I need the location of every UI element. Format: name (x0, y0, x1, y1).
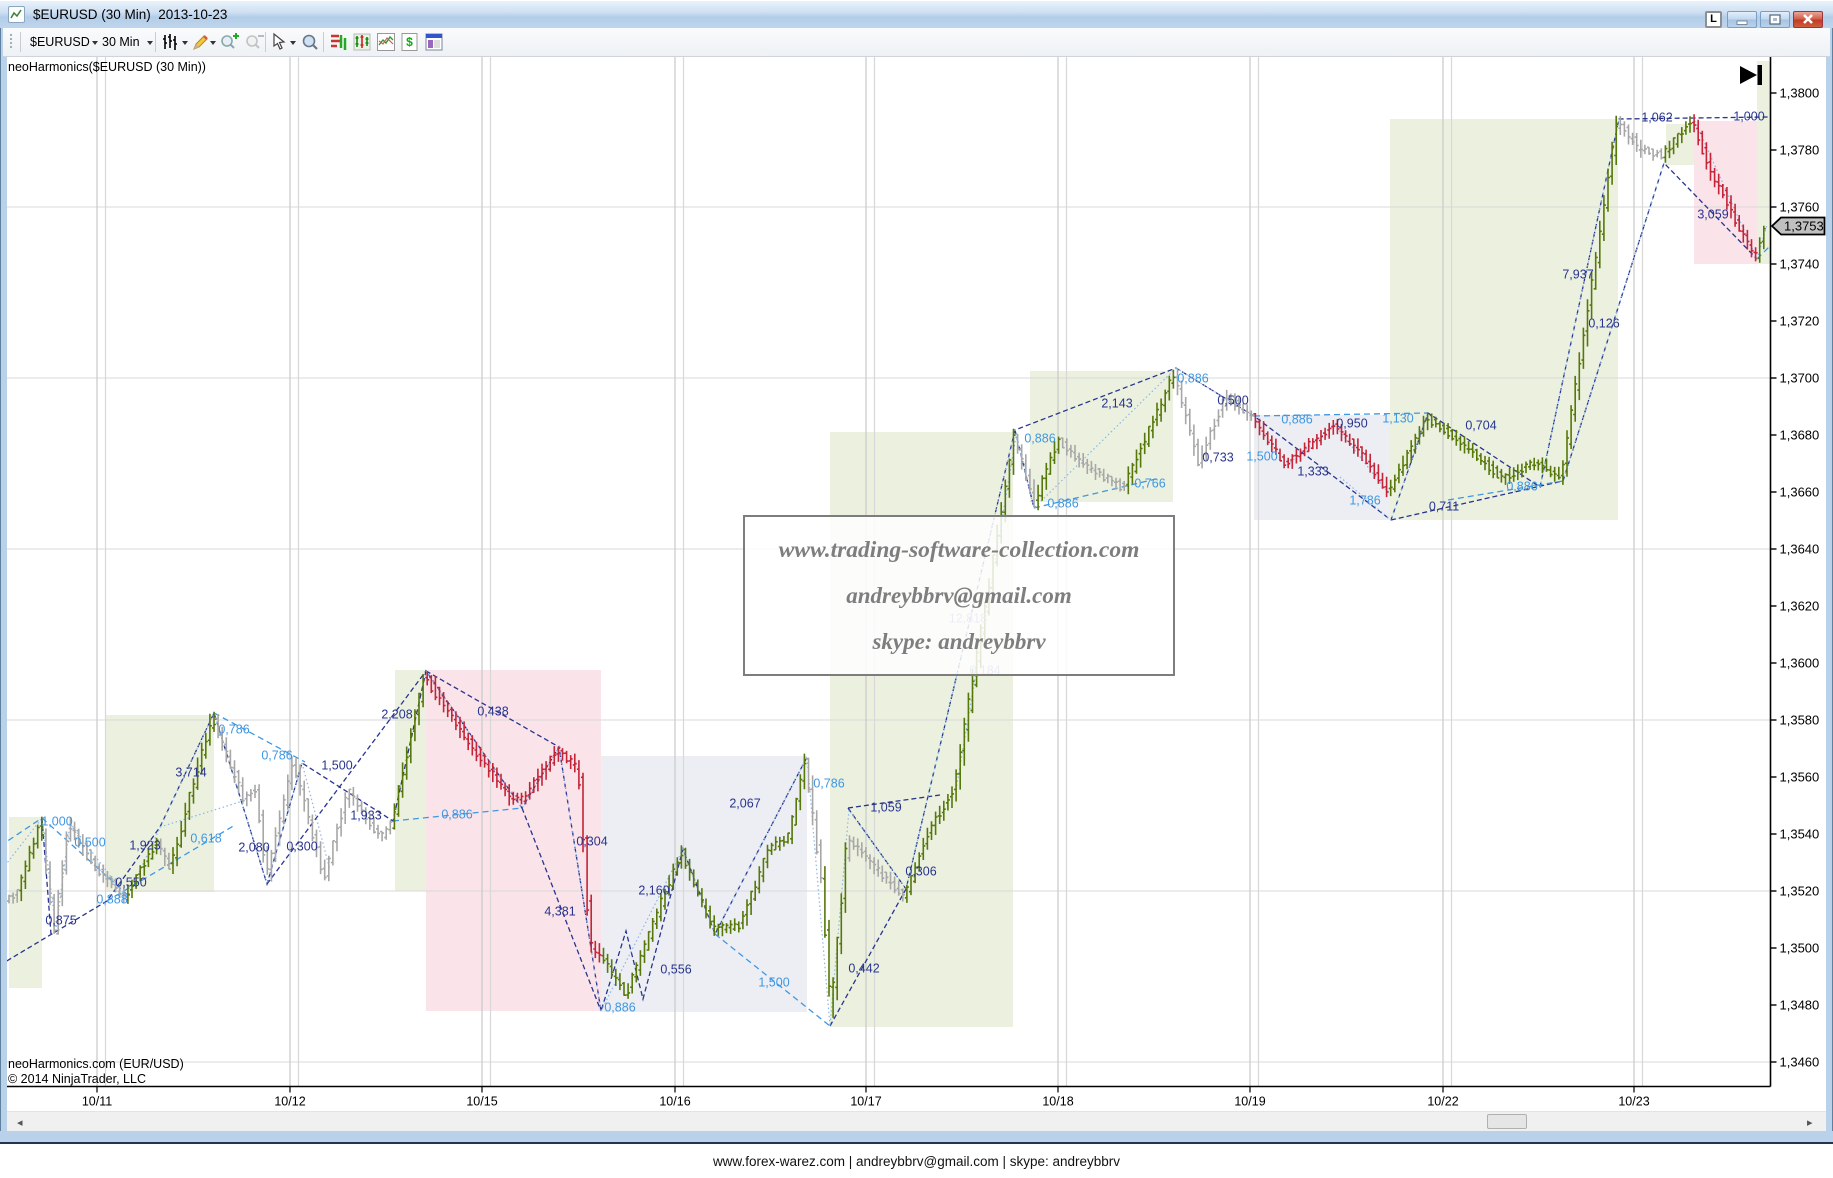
svg-text:2,143: 2,143 (1101, 397, 1132, 411)
svg-text:1,500: 1,500 (1246, 450, 1277, 464)
svg-text:neoHarmonics.com (EUR/USD): neoHarmonics.com (EUR/USD) (8, 1057, 184, 1071)
svg-text:1,933: 1,933 (350, 809, 381, 823)
svg-text:1,000: 1,000 (1733, 110, 1764, 124)
svg-text:1,3800: 1,3800 (1780, 86, 1820, 101)
svg-text:1,000: 1,000 (41, 815, 72, 829)
svg-text:1,500: 1,500 (758, 976, 789, 990)
svg-text:10/17: 10/17 (850, 1095, 881, 1109)
svg-text:0,886: 0,886 (1281, 413, 1312, 427)
svg-text:0,886: 0,886 (604, 1001, 635, 1015)
svg-text:1,3540: 1,3540 (1780, 827, 1820, 842)
svg-text:7,937: 7,937 (1562, 268, 1593, 282)
svg-text:0,442: 0,442 (848, 962, 879, 976)
svg-text:1,3680: 1,3680 (1780, 428, 1820, 443)
svg-text:0,886: 0,886 (1024, 432, 1055, 446)
svg-text:$: $ (406, 35, 413, 49)
svg-text:1,3600: 1,3600 (1780, 656, 1820, 671)
svg-text:1,3620: 1,3620 (1780, 599, 1820, 614)
svg-text:0,300: 0,300 (286, 840, 317, 854)
svg-text:3,059: 3,059 (1697, 208, 1728, 222)
svg-text:1,3780: 1,3780 (1780, 143, 1820, 158)
svg-text:1,3460: 1,3460 (1780, 1055, 1820, 1070)
svg-text:1,333: 1,333 (1297, 465, 1328, 479)
svg-text:0,550: 0,550 (115, 876, 146, 890)
svg-text:0,500: 0,500 (1217, 394, 1248, 408)
svg-text:0,618: 0,618 (190, 832, 221, 846)
svg-text:0,886: 0,886 (1177, 372, 1208, 386)
svg-text:1,786: 1,786 (1349, 494, 1380, 508)
svg-text:1,3560: 1,3560 (1780, 770, 1820, 785)
svg-text:10/15: 10/15 (466, 1095, 497, 1109)
svg-text:1,3760: 1,3760 (1780, 200, 1820, 215)
svg-text:1,3753: 1,3753 (1784, 219, 1824, 234)
svg-text:0,766: 0,766 (1134, 477, 1165, 491)
svg-text:1,923: 1,923 (129, 839, 160, 853)
svg-text:0,786: 0,786 (813, 777, 844, 791)
svg-text:10/22: 10/22 (1427, 1095, 1458, 1109)
svg-text:1,059: 1,059 (870, 801, 901, 815)
svg-text:1,3520: 1,3520 (1780, 884, 1820, 899)
svg-text:0,304: 0,304 (576, 835, 607, 849)
svg-text:10/19: 10/19 (1234, 1095, 1265, 1109)
svg-text:2,208: 2,208 (381, 708, 412, 722)
svg-text:10/11: 10/11 (82, 1095, 112, 1109)
svg-text:© 2014 NinjaTrader, LLC: © 2014 NinjaTrader, LLC (8, 1072, 146, 1086)
svg-text:0,500: 0,500 (74, 836, 105, 850)
svg-text:◂: ◂ (17, 1117, 23, 1129)
svg-text:0,886: 0,886 (441, 808, 472, 822)
svg-text:0,786: 0,786 (261, 749, 292, 763)
svg-text:0,126: 0,126 (1588, 317, 1619, 331)
svg-text:1,3720: 1,3720 (1780, 314, 1820, 329)
svg-text:1,130: 1,130 (1382, 412, 1413, 426)
svg-text:10/23: 10/23 (1618, 1095, 1649, 1109)
svg-text:0,711: 0,711 (1429, 500, 1459, 514)
svg-text:0,886: 0,886 (1047, 497, 1078, 511)
svg-text:0,704: 0,704 (1465, 419, 1496, 433)
svg-text:0,786: 0,786 (218, 723, 249, 737)
svg-text:0,556: 0,556 (660, 963, 691, 977)
svg-text:1,062: 1,062 (1641, 111, 1672, 125)
svg-text:0,306: 0,306 (905, 865, 936, 879)
svg-text:10/12: 10/12 (274, 1095, 305, 1109)
svg-text:1,3740: 1,3740 (1780, 257, 1820, 272)
svg-text:0,888: 0,888 (96, 893, 127, 907)
svg-text:1,3700: 1,3700 (1780, 371, 1820, 386)
svg-text:0,438: 0,438 (477, 705, 508, 719)
svg-text:10/18: 10/18 (1042, 1095, 1073, 1109)
svg-text:0,950: 0,950 (1336, 417, 1367, 431)
svg-text:2,080: 2,080 (238, 841, 269, 855)
svg-text:1,500: 1,500 (321, 759, 352, 773)
svg-text:1,3640: 1,3640 (1780, 542, 1820, 557)
svg-text:1,3660: 1,3660 (1780, 485, 1820, 500)
svg-text:neoHarmonics($EURUSD (30 Min)): neoHarmonics($EURUSD (30 Min)) (8, 60, 206, 74)
svg-text:0,875: 0,875 (45, 914, 76, 928)
svg-text:0,886: 0,886 (1506, 480, 1537, 494)
svg-text:2,067: 2,067 (729, 797, 760, 811)
svg-text:10/16: 10/16 (659, 1095, 690, 1109)
svg-text:1,3500: 1,3500 (1780, 941, 1820, 956)
svg-text:2,160: 2,160 (638, 884, 669, 898)
svg-text:1,3580: 1,3580 (1780, 713, 1820, 728)
svg-text:4,381: 4,381 (544, 905, 575, 919)
svg-text:0,733: 0,733 (1202, 451, 1233, 465)
svg-text:3,714: 3,714 (175, 766, 206, 780)
svg-text:▸: ▸ (1807, 1117, 1813, 1129)
svg-text:1,3480: 1,3480 (1780, 998, 1820, 1013)
